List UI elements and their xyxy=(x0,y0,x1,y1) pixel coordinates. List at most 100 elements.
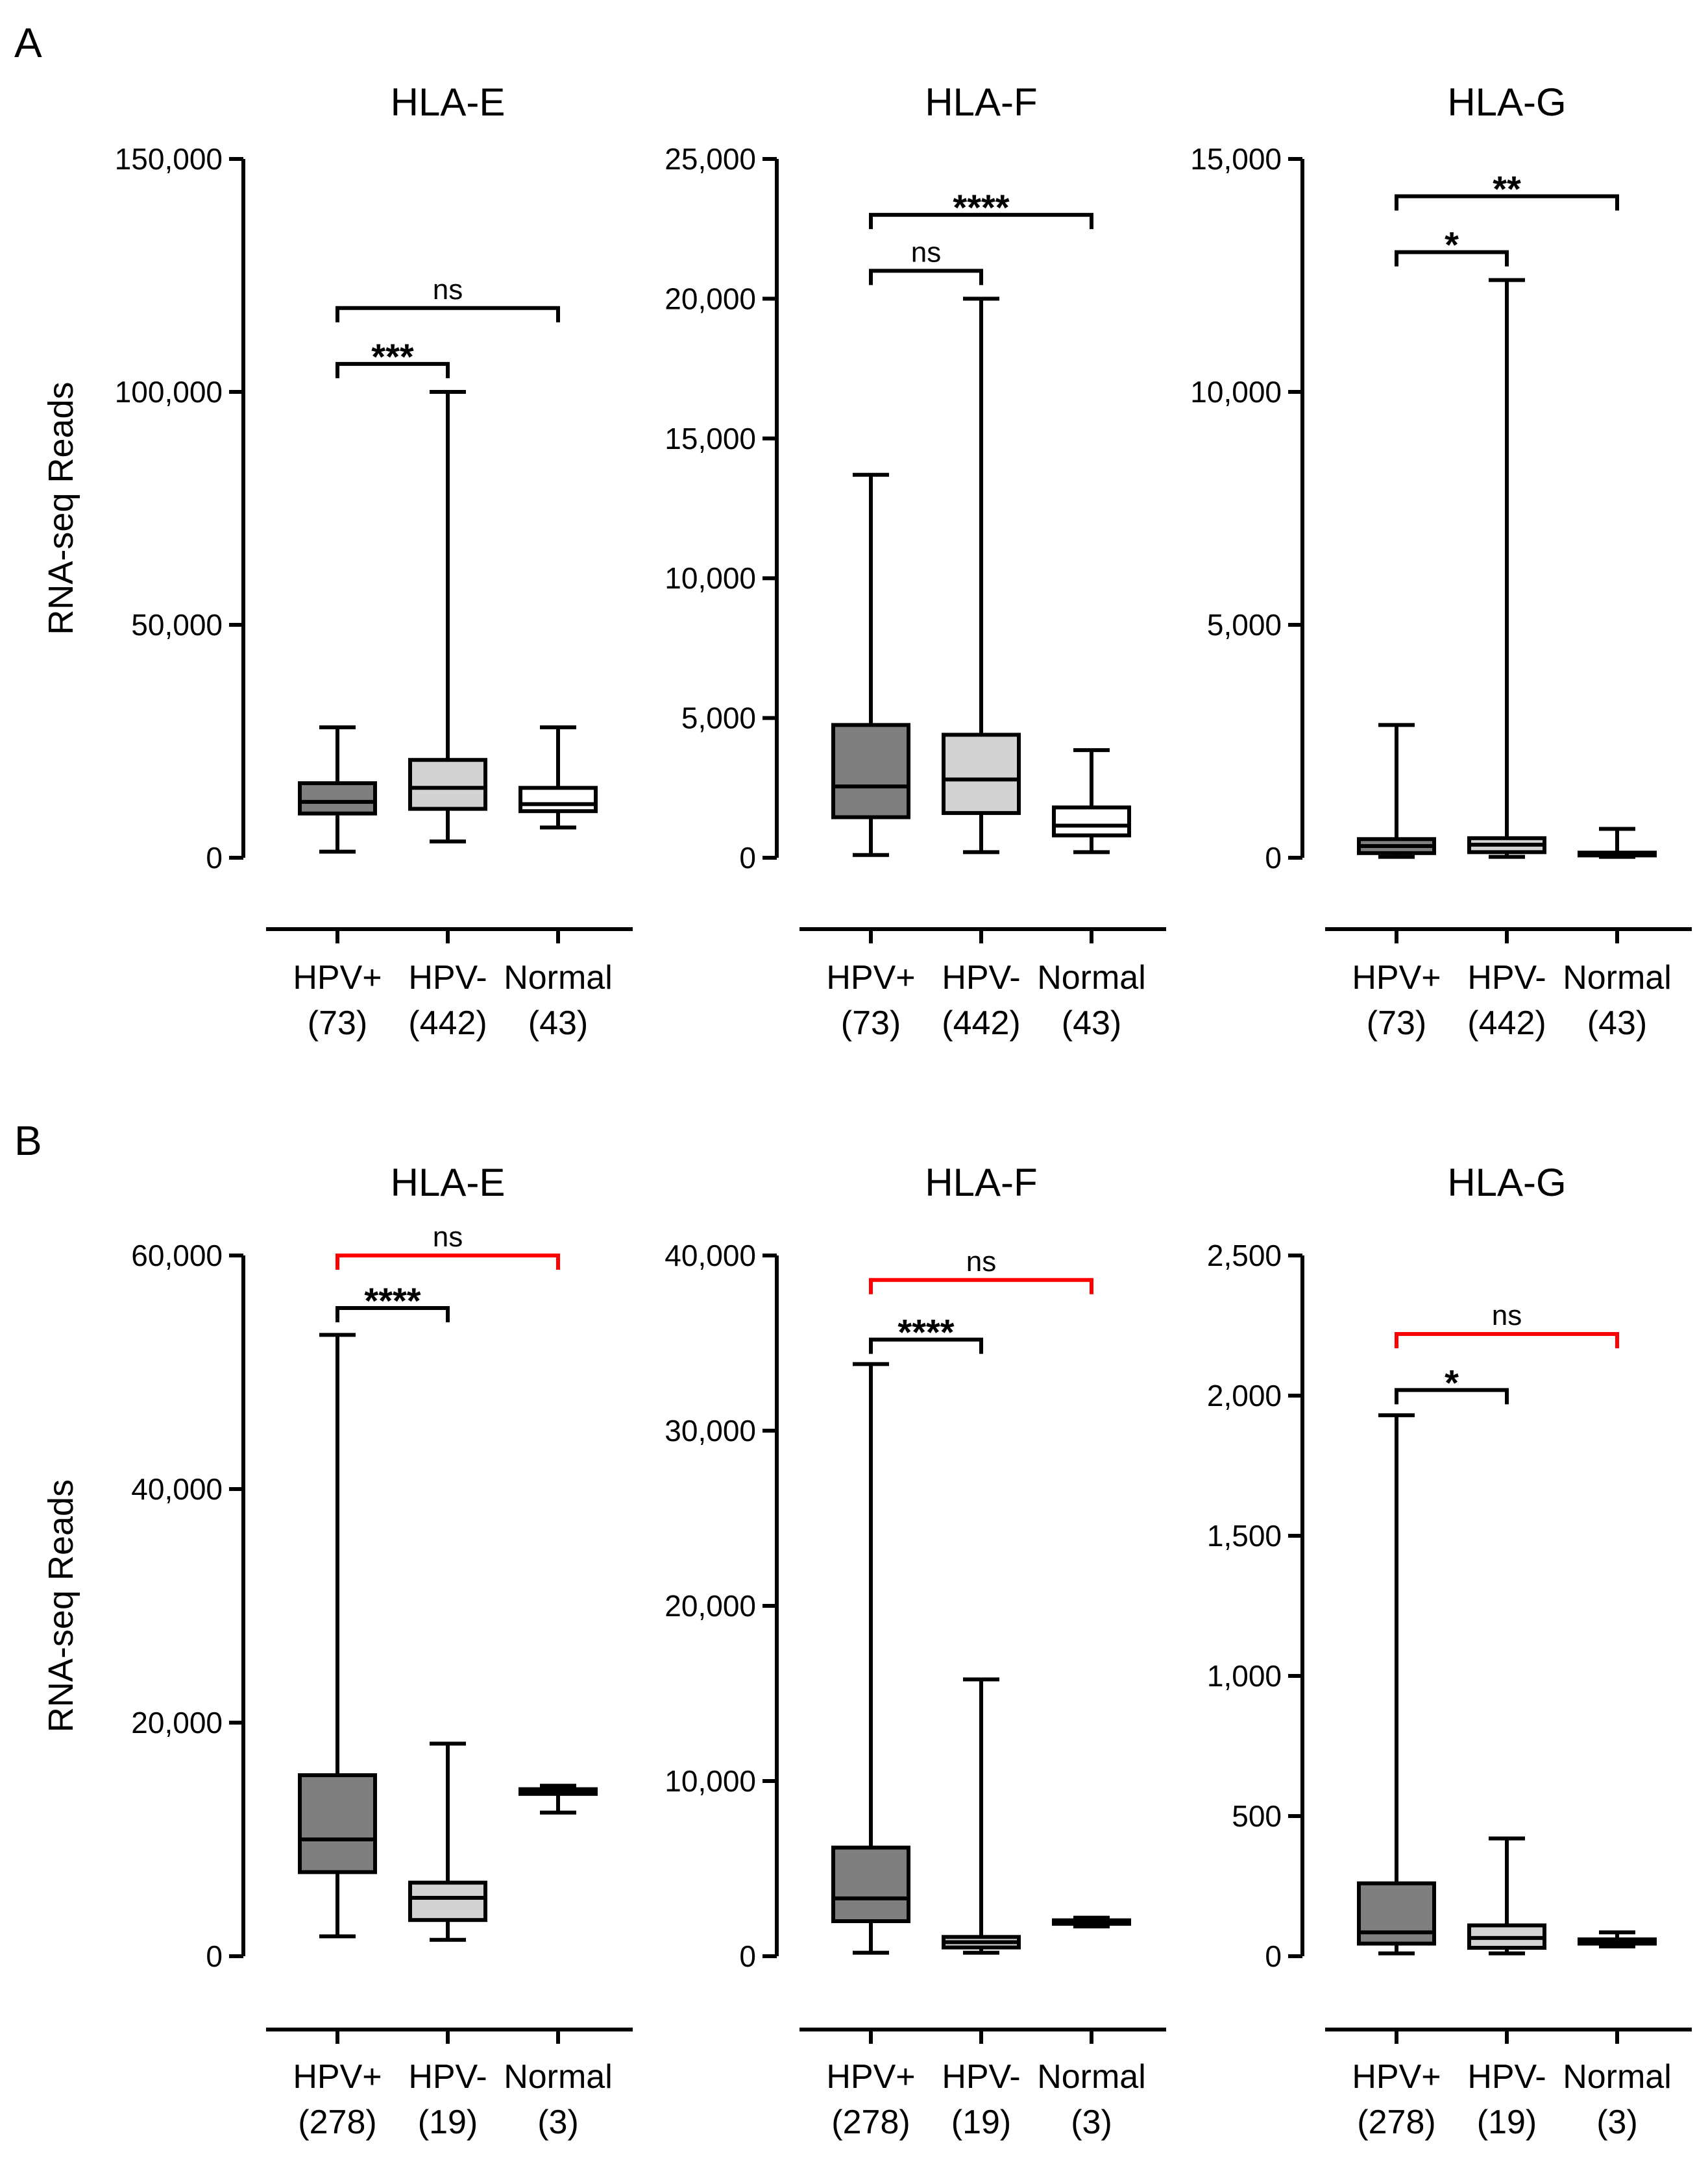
y-tick-label: 2,000 xyxy=(1207,1379,1282,1412)
chart-title: HLA-E xyxy=(391,1161,506,1204)
x-category-label: Normal xyxy=(1037,959,1146,997)
panel-label-b: B xyxy=(14,1117,42,1164)
y-tick-label: 40,000 xyxy=(665,1239,756,1272)
y-tick-label: 40,000 xyxy=(131,1472,223,1506)
significance-bracket xyxy=(336,1254,560,1270)
x-count-label: (73) xyxy=(841,1004,901,1042)
significance-label: ns xyxy=(1492,1300,1522,1331)
y-tick-label: 10,000 xyxy=(665,1764,756,1798)
x-category-label: HPV- xyxy=(1467,959,1546,997)
significance-bracket xyxy=(1395,1388,1509,1405)
significance-bracket xyxy=(869,1278,1093,1294)
y-tick-label: 500 xyxy=(1232,1799,1282,1833)
box-hpv-neg xyxy=(408,1880,487,1922)
y-tick-label: 1,000 xyxy=(1207,1659,1282,1693)
x-category-label: HPV+ xyxy=(293,2058,382,2096)
box-hpv-neg xyxy=(942,733,1021,816)
x-category-label: HPV+ xyxy=(826,959,915,997)
significance-bracket xyxy=(869,269,983,285)
significance-bracket xyxy=(336,361,450,378)
y-tick-label: 15,000 xyxy=(665,422,756,455)
x-count-label: (278) xyxy=(1357,2103,1435,2141)
chart-a-hla-g: HLA-G 0 5,000 10,000 15,000 HPV+ (73) HPV- (442)… xyxy=(1190,80,1692,1042)
x-count-label: (73) xyxy=(1367,1004,1426,1042)
x-category-label: Normal xyxy=(504,959,613,997)
y-tick-label: 20,000 xyxy=(665,282,756,315)
y-tick-label: 10,000 xyxy=(1190,375,1282,409)
significance-label: ns xyxy=(911,236,941,268)
x-category-label: HPV- xyxy=(1467,2058,1546,2096)
y-axis-title: RNA-seq Reads xyxy=(42,382,80,635)
significance-bracket xyxy=(336,1306,450,1322)
significance-bracket xyxy=(1395,1331,1619,1348)
x-category-label: HPV- xyxy=(942,2058,1020,2096)
x-category-label: HPV+ xyxy=(293,959,382,997)
chart-b-hla-f: HLA-F 0 10,000 20,000 30,000 40,000 HPV+ (278) H… xyxy=(665,1161,1166,2141)
box-hpv-pos xyxy=(1357,1881,1436,1946)
chart-title: HLA-F xyxy=(925,80,1037,124)
x-count-label: (43) xyxy=(528,1004,588,1042)
y-tick-label: 100,000 xyxy=(115,375,223,409)
y-tick-label: 0 xyxy=(1265,841,1282,875)
x-count-label: (442) xyxy=(408,1004,487,1042)
box-hpv-pos xyxy=(298,1773,377,1874)
box-hpv-pos xyxy=(831,1845,910,1924)
box-normal xyxy=(1052,805,1131,838)
panel-label-a: A xyxy=(14,19,42,66)
x-count-label: (442) xyxy=(1467,1004,1546,1042)
box-hpv-pos xyxy=(298,781,377,816)
x-count-label: (3) xyxy=(537,2103,579,2141)
y-tick-label: 0 xyxy=(739,1939,756,1973)
x-category-label: Normal xyxy=(1563,959,1672,997)
x-category-label: HPV+ xyxy=(1352,959,1441,997)
x-count-label: (3) xyxy=(1071,2103,1112,2141)
significance-label: * xyxy=(1445,1362,1459,1403)
significance-bracket xyxy=(869,213,1093,230)
x-count-label: (278) xyxy=(298,2103,376,2141)
y-tick-label: 2,500 xyxy=(1207,1239,1282,1272)
y-tick-label: 20,000 xyxy=(131,1706,223,1740)
x-category-label: Normal xyxy=(1563,2058,1672,2096)
significance-label: **** xyxy=(953,187,1009,228)
x-count-label: (3) xyxy=(1596,2103,1638,2141)
y-tick-label: 10,000 xyxy=(665,561,756,595)
y-tick-label: 0 xyxy=(206,1939,223,1973)
significance-label: ns xyxy=(433,274,463,306)
x-count-label: (442) xyxy=(942,1004,1020,1042)
y-tick-label: 0 xyxy=(1265,1939,1282,1973)
x-count-label: (73) xyxy=(308,1004,367,1042)
box-normal xyxy=(518,786,598,814)
chart-title: HLA-G xyxy=(1447,1161,1566,1204)
significance-label: *** xyxy=(371,336,414,377)
x-count-label: (19) xyxy=(418,2103,478,2141)
chart-b-hla-e: HLA-E 0 20,000 40,000 60,000 RNA-seq Reads HPV… xyxy=(42,1161,633,2141)
x-category-label: HPV- xyxy=(942,959,1020,997)
y-tick-label: 30,000 xyxy=(665,1414,756,1448)
y-tick-label: 15,000 xyxy=(1190,142,1282,176)
y-tick-label: 20,000 xyxy=(665,1589,756,1623)
x-category-label: HPV- xyxy=(408,2058,487,2096)
y-tick-label: 60,000 xyxy=(131,1239,223,1272)
x-category-label: HPV+ xyxy=(826,2058,915,2096)
significance-bracket xyxy=(1395,194,1619,211)
y-tick-label: 0 xyxy=(206,841,223,875)
x-count-label: (278) xyxy=(831,2103,910,2141)
y-axis-title: RNA-seq Reads xyxy=(42,1479,80,1732)
significance-label: ** xyxy=(1493,168,1521,209)
y-tick-label: 1,500 xyxy=(1207,1519,1282,1553)
x-count-label: (19) xyxy=(951,2103,1011,2141)
chart-title: HLA-G xyxy=(1447,80,1566,124)
significance-label: ns xyxy=(433,1221,463,1253)
y-tick-label: 25,000 xyxy=(665,142,756,176)
chart-b-hla-g: HLA-G 0 500 1,000 1,500 2,000 2,500 HPV+ (278) HP… xyxy=(1207,1161,1692,2141)
y-tick-label: 5,000 xyxy=(681,701,756,735)
significance-label: * xyxy=(1445,224,1459,265)
y-tick-label: 150,000 xyxy=(115,142,223,176)
x-category-label: Normal xyxy=(1037,2058,1146,2096)
significance-label: **** xyxy=(897,1312,954,1353)
chart-a-hla-f: HLA-F 0 5,000 10,000 15,000 20,000 25,000 HPV+ (… xyxy=(665,80,1166,1042)
x-category-label: HPV+ xyxy=(1352,2058,1441,2096)
x-count-label: (19) xyxy=(1477,2103,1537,2141)
